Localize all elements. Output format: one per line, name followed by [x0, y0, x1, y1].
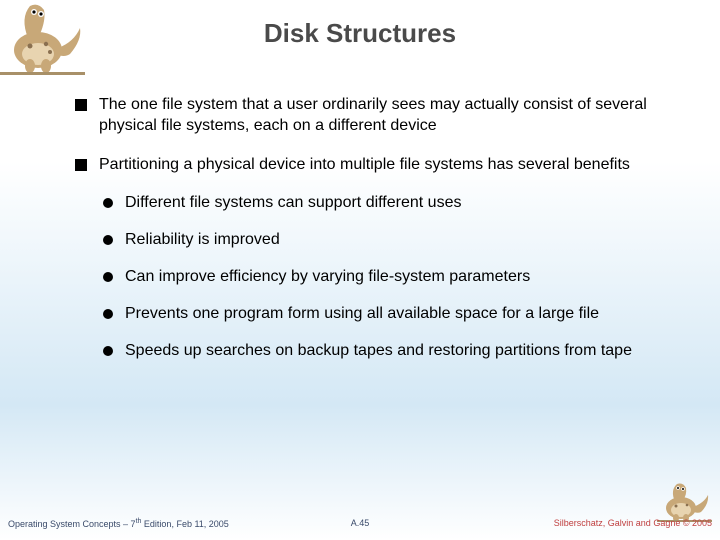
slide-title: Disk Structures	[0, 18, 720, 49]
bullet-item: Different file systems can support diffe…	[103, 193, 680, 214]
bullet-item: Can improve efficiency by varying file-s…	[103, 267, 680, 288]
bullet-text: Partitioning a physical device into mult…	[99, 155, 630, 176]
bullet-text: Speeds up searches on backup tapes and r…	[125, 341, 632, 362]
footer-left: Operating System Concepts – 7th Edition,…	[8, 518, 229, 529]
bullet-item: Speeds up searches on backup tapes and r…	[103, 341, 680, 362]
bullet-text: The one file system that a user ordinari…	[99, 95, 680, 137]
square-bullet-icon	[75, 99, 87, 111]
circle-bullet-icon	[103, 309, 113, 319]
bullet-item: Partitioning a physical device into mult…	[75, 155, 680, 176]
slide-footer: Operating System Concepts – 7th Edition,…	[0, 518, 720, 532]
circle-bullet-icon	[103, 272, 113, 282]
bullet-item: The one file system that a user ordinari…	[75, 95, 680, 137]
slide-content: The one file system that a user ordinari…	[75, 95, 680, 377]
footer-book-title: Operating System Concepts – 7	[8, 519, 136, 529]
footer-date: Edition, Feb 11, 2005	[141, 519, 228, 529]
dinosaur-mascot-bottom	[657, 480, 712, 522]
footer-copyright: Silberschatz, Galvin and Gagne © 2005	[554, 518, 712, 528]
bullet-text: Prevents one program form using all avai…	[125, 304, 599, 325]
bullet-text: Can improve efficiency by varying file-s…	[125, 267, 530, 288]
circle-bullet-icon	[103, 235, 113, 245]
square-bullet-icon	[75, 159, 87, 171]
footer-page-number: A.45	[351, 518, 370, 528]
bullet-text: Different file systems can support diffe…	[125, 193, 461, 214]
circle-bullet-icon	[103, 198, 113, 208]
circle-bullet-icon	[103, 346, 113, 356]
bullet-text: Reliability is improved	[125, 230, 280, 251]
bullet-item: Prevents one program form using all avai…	[103, 304, 680, 325]
bullet-item: Reliability is improved	[103, 230, 680, 251]
